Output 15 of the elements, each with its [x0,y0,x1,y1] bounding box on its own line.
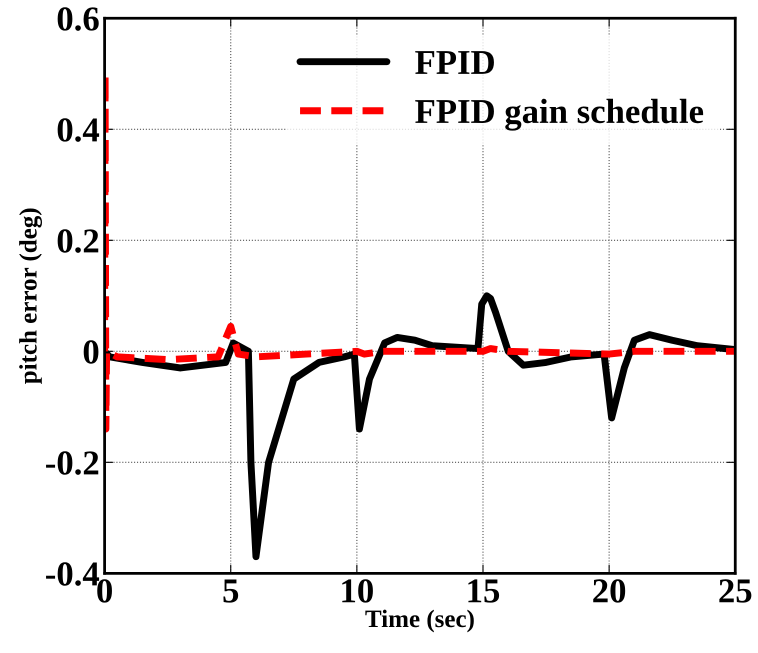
y-axis-title: pitch error (deg) [19,208,42,384]
y-tick-label: 0 [84,340,98,364]
legend-label: FPID gain schedule [415,98,704,131]
x-axis-title: Time (sec) [365,610,474,632]
x-tick-label: 15 [468,579,500,603]
y-tick-label: 0.6 [58,7,99,31]
x-tick-label: 25 [719,579,752,603]
y-tick-label: 0.2 [58,229,98,253]
y-tick-label: -0.2 [46,451,98,475]
x-tick-label: 20 [593,579,626,603]
x-tick-label: 10 [342,579,373,603]
x-tick-label: 5 [223,580,238,603]
y-tick-label: -0.4 [46,562,100,586]
legend-label: FPID [415,51,494,74]
y-tick-label: 0.4 [58,118,100,142]
